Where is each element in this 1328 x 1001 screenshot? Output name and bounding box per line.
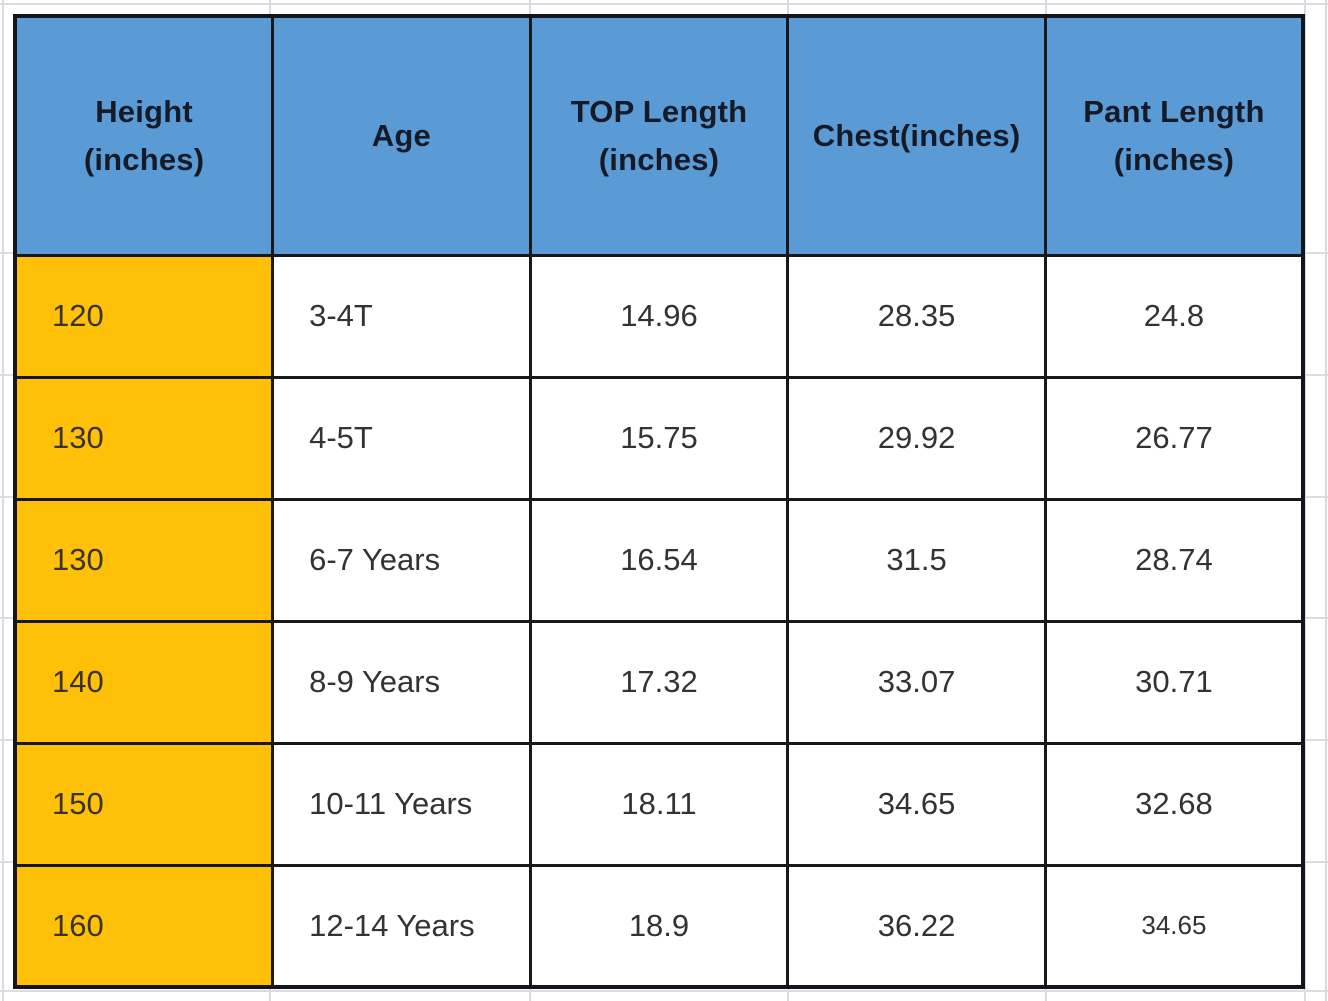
cell-pant-length: 26.77 [1043, 375, 1305, 501]
table-row: 120 3-4T 14.96 28.35 24.8 [13, 253, 1305, 379]
cell-age: 6-7 Years [271, 497, 532, 623]
cell-height: 130 [13, 375, 275, 501]
cell-top-length: 15.75 [528, 375, 790, 501]
cell-age: 3-4T [271, 253, 532, 379]
column-header-chest: Chest(inches) [786, 14, 1047, 257]
table-row: 130 4-5T 15.75 29.92 26.77 [13, 375, 1305, 501]
cell-pant-length: 24.8 [1043, 253, 1305, 379]
cell-chest: 28.35 [786, 253, 1047, 379]
cell-top-length: 14.96 [528, 253, 790, 379]
column-header-pant-length: Pant Length (inches) [1043, 14, 1305, 257]
cell-chest: 34.65 [786, 741, 1047, 867]
cell-height: 140 [13, 619, 275, 745]
cell-pant-length: 30.71 [1043, 619, 1305, 745]
size-chart-table: Height (inches) Age TOP Length (inches) … [13, 14, 1305, 989]
cell-pant-length: 28.74 [1043, 497, 1305, 623]
cell-chest: 29.92 [786, 375, 1047, 501]
gridline [0, 990, 1328, 992]
header-row: Height (inches) Age TOP Length (inches) … [13, 14, 1305, 257]
gridline [1304, 0, 1306, 1001]
cell-height: 160 [13, 863, 275, 989]
gridline [0, 3, 1328, 5]
cell-top-length: 16.54 [528, 497, 790, 623]
cell-pant-length: 32.68 [1043, 741, 1305, 867]
cell-height: 150 [13, 741, 275, 867]
table-row: 130 6-7 Years 16.54 31.5 28.74 [13, 497, 1305, 623]
cell-chest: 36.22 [786, 863, 1047, 989]
cell-age: 12-14 Years [271, 863, 532, 989]
cell-age: 4-5T [271, 375, 532, 501]
cell-top-length: 18.9 [528, 863, 790, 989]
cell-height: 130 [13, 497, 275, 623]
cell-chest: 31.5 [786, 497, 1047, 623]
table-row: 140 8-9 Years 17.32 33.07 30.71 [13, 619, 1305, 745]
table-row: 160 12-14 Years 18.9 36.22 34.65 [13, 863, 1305, 989]
gridline [2, 0, 4, 1001]
column-header-age: Age [271, 14, 532, 257]
column-header-height: Height (inches) [13, 14, 275, 257]
cell-top-length: 17.32 [528, 619, 790, 745]
table-row: 150 10-11 Years 18.11 34.65 32.68 [13, 741, 1305, 867]
cell-age: 8-9 Years [271, 619, 532, 745]
cell-pant-length: 34.65 [1043, 863, 1305, 989]
cell-chest: 33.07 [786, 619, 1047, 745]
gridline [1325, 0, 1327, 1001]
column-header-top-length: TOP Length (inches) [528, 14, 790, 257]
cell-age: 10-11 Years [271, 741, 532, 867]
cell-height: 120 [13, 253, 275, 379]
cell-top-length: 18.11 [528, 741, 790, 867]
